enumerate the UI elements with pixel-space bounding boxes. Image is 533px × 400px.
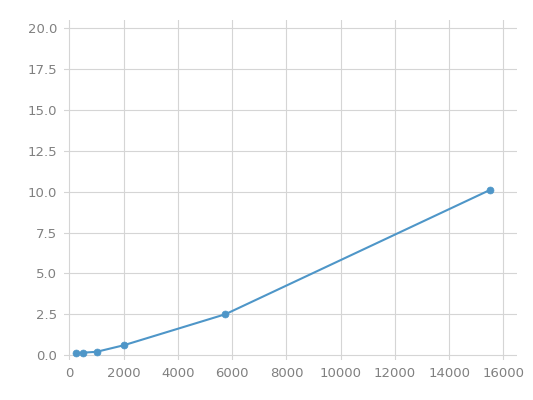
Point: [119, 342, 128, 348]
Point: [79, 350, 87, 356]
Point: [486, 187, 494, 193]
Point: [92, 349, 101, 355]
Point: [221, 311, 230, 318]
Point: [72, 350, 80, 357]
